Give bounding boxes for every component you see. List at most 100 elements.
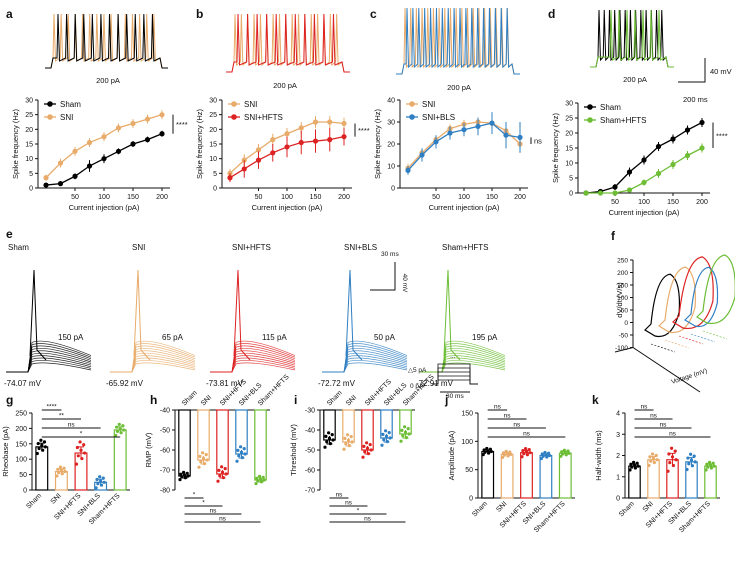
subthreshold-trace	[6, 340, 92, 373]
y-tick-label: 25	[25, 112, 33, 119]
step-label: △5 pA	[408, 367, 427, 374]
data-dot	[651, 452, 655, 456]
y-tick-label: -60	[160, 448, 170, 455]
data-dot	[74, 462, 79, 466]
data-dot	[404, 436, 408, 440]
e-scale-t: 30 ms	[381, 251, 399, 258]
y-tick-label: 0	[616, 496, 620, 503]
y-tick-label: 20	[565, 131, 573, 138]
y-axis-label: Rheobase (pA)	[1, 426, 10, 477]
trace-a-current: 200 pA	[96, 76, 120, 85]
phase-baseline	[702, 330, 728, 340]
data-dot	[331, 438, 335, 442]
legend-label: Sham	[600, 103, 621, 112]
data-dot	[666, 469, 670, 473]
spike-trace	[443, 269, 461, 361]
data-point	[159, 112, 165, 118]
data-dot	[401, 434, 405, 438]
x-tick-label: 100	[638, 199, 650, 206]
data-dot	[651, 456, 656, 460]
subthreshold-trace	[110, 355, 196, 373]
e-scale-v: 40 mV	[401, 274, 408, 293]
y-tick-label: 1	[616, 474, 620, 481]
data-dot	[78, 440, 82, 444]
data-dot	[361, 455, 365, 459]
data-point	[517, 134, 523, 140]
sig-label: *	[80, 431, 83, 438]
resting-potential: -73.81 mV	[206, 379, 244, 388]
data-dot	[632, 463, 637, 467]
data-dot	[94, 486, 98, 490]
data-point	[655, 170, 662, 177]
data-point	[489, 120, 495, 126]
data-dot	[384, 434, 389, 438]
y-tick-label: 15	[25, 142, 33, 149]
y-tick-label: 0	[469, 496, 473, 503]
spike-trace	[233, 269, 251, 361]
data-dot	[254, 482, 258, 486]
bar	[520, 452, 533, 499]
data-dot	[711, 461, 715, 465]
category-label: SNI	[495, 500, 508, 513]
data-dot	[96, 482, 100, 486]
subthreshold-trace	[6, 345, 92, 373]
data-dot	[117, 422, 121, 426]
y-tick-label: 30	[25, 98, 33, 105]
resting-potential: -65.92 mV	[106, 379, 144, 388]
y-tick-label: -50	[305, 448, 315, 455]
data-point	[684, 127, 691, 133]
f-y-tick-label: 200	[617, 270, 628, 277]
subthreshold-trace	[6, 350, 92, 373]
data-dot	[342, 447, 346, 451]
data-point	[475, 123, 481, 129]
subthreshold-trace	[322, 352, 408, 373]
y-tick-label: 4	[616, 411, 620, 418]
data-point	[57, 160, 64, 166]
data-dot	[487, 451, 491, 455]
legend-marker	[409, 101, 415, 107]
rheobase-current: 115 pA	[262, 333, 287, 342]
legend-label: Sham+HFTS	[600, 116, 646, 125]
y-tick-label: 50	[19, 472, 27, 479]
category-label: SNI	[345, 394, 358, 407]
trace-c-bls-trace	[396, 7, 520, 75]
data-point	[284, 144, 290, 150]
data-dot	[545, 455, 549, 459]
data-dot	[708, 463, 713, 467]
legend-label: SNI	[422, 100, 435, 109]
data-dot	[262, 478, 266, 482]
y-tick-label: 5	[213, 171, 217, 178]
y-tick-label: 10	[565, 161, 573, 168]
subthreshold-trace	[6, 362, 92, 373]
trace-c	[396, 7, 520, 75]
data-dot	[344, 442, 348, 446]
data-dot	[101, 476, 105, 480]
f-y-tick-label: 50	[621, 308, 629, 315]
data-dot	[346, 438, 351, 442]
y-tick-label: 0	[23, 488, 27, 495]
legend-label: SNI+HFTS	[244, 113, 283, 122]
legend-marker	[409, 114, 415, 120]
condition-title: SNI+BLS	[344, 243, 377, 252]
subthreshold-trace	[210, 347, 296, 373]
sig-label: *	[202, 500, 205, 507]
subthreshold-trace	[322, 340, 408, 373]
data-dot	[242, 447, 246, 451]
data-dot	[118, 426, 122, 431]
data-dot	[37, 446, 41, 451]
data-dot	[528, 451, 532, 455]
data-dot	[122, 428, 126, 432]
spike-trace	[133, 269, 151, 361]
trace-d-current: 200 pA	[623, 75, 647, 84]
y-tick-label: 100	[461, 439, 473, 446]
data-dot	[689, 458, 694, 462]
subthreshold-trace	[322, 345, 408, 373]
data-dot	[349, 435, 353, 439]
x-tick-label: 150	[127, 194, 139, 201]
data-dot	[258, 477, 263, 481]
subthreshold-trace	[6, 357, 92, 373]
f-z-axis	[614, 347, 634, 353]
rheobase-current: 195 pA	[472, 333, 498, 342]
sig-label: ns	[650, 413, 658, 420]
data-dot	[236, 448, 240, 452]
